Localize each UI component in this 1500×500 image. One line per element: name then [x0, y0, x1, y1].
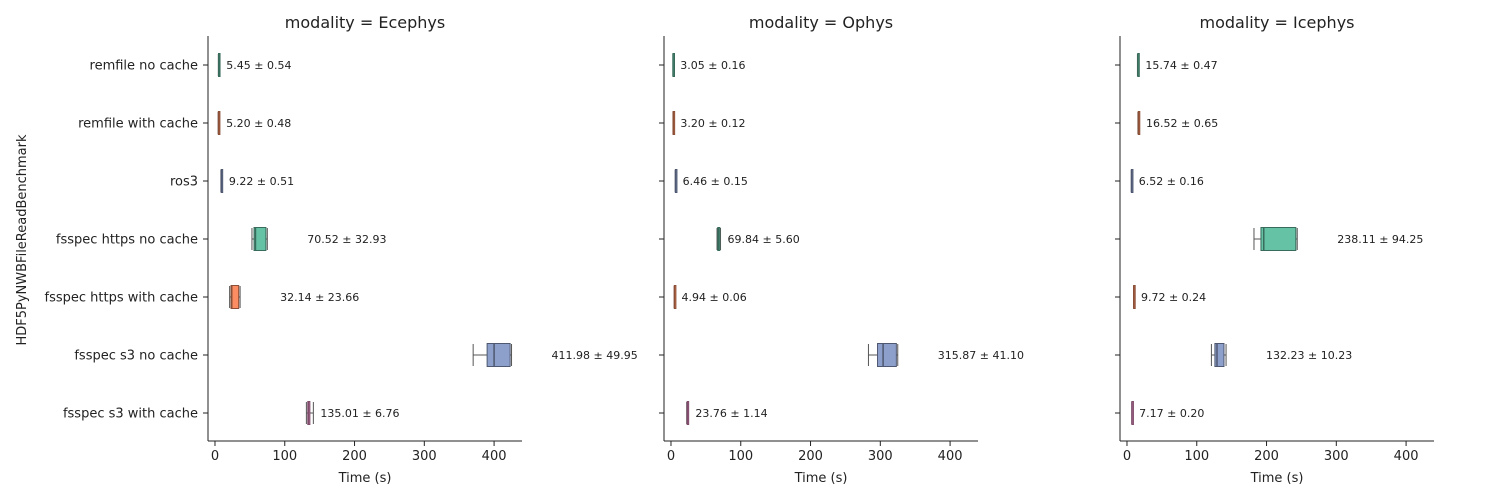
box-6: 315.87 ± 41.10 — [867, 343, 1024, 367]
box-7: 7.17 ± 0.20 — [1131, 401, 1204, 425]
y-axis-label: HDF5PyNWBFileReadBenchmark — [15, 134, 30, 345]
value-annotation: 70.52 ± 32.93 — [307, 233, 386, 246]
x-tick-label: 300 — [1324, 449, 1349, 464]
x-tick-label: 200 — [1254, 449, 1279, 464]
box-iqr — [877, 343, 897, 367]
box-6: 132.23 ± 10.23 — [1210, 343, 1352, 367]
box-6: 411.98 ± 49.95 — [472, 343, 638, 367]
box-iqr — [486, 343, 511, 367]
value-annotation: 32.14 ± 23.66 — [280, 291, 359, 304]
value-annotation: 5.20 ± 0.48 — [226, 117, 291, 130]
box-5: 9.72 ± 0.24 — [1132, 285, 1206, 309]
x-tick-label: 200 — [798, 449, 823, 464]
box-2: 3.20 ± 0.12 — [672, 111, 746, 135]
value-annotation: 315.87 ± 41.10 — [938, 349, 1024, 362]
value-annotation: 69.84 ± 5.60 — [728, 233, 800, 246]
y-category-label: remfile with cache — [78, 117, 198, 132]
x-axis-label: Time (s) — [794, 471, 848, 486]
value-annotation: 15.74 ± 0.47 — [1145, 59, 1217, 72]
y-category-label: remfile no cache — [90, 59, 198, 74]
x-tick-label: 100 — [728, 449, 753, 464]
box-4: 70.52 ± 32.93 — [251, 227, 387, 251]
x-tick-label: 300 — [412, 449, 437, 464]
value-annotation: 5.45 ± 0.54 — [226, 59, 291, 72]
y-category-label: ros3 — [170, 175, 198, 190]
value-annotation: 3.05 ± 0.16 — [680, 59, 745, 72]
value-annotation: 6.46 ± 0.15 — [683, 175, 748, 188]
box-iqr — [1260, 227, 1297, 251]
value-annotation: 6.52 ± 0.16 — [1139, 175, 1204, 188]
x-tick-label: 100 — [272, 449, 297, 464]
box-2: 5.20 ± 0.48 — [217, 111, 291, 135]
box-1: 3.05 ± 0.16 — [672, 53, 745, 77]
panel-title: modality = Icephys — [1199, 13, 1354, 32]
y-category-label: fsspec https no cache — [56, 233, 198, 248]
y-category-label: fsspec s3 with cache — [63, 407, 198, 422]
value-annotation: 132.23 ± 10.23 — [1266, 349, 1352, 362]
x-tick-label: 100 — [1184, 449, 1209, 464]
x-tick-label: 0 — [1123, 449, 1131, 464]
box-3: 9.22 ± 0.51 — [220, 169, 294, 193]
panel-title: modality = Ophys — [749, 13, 893, 32]
value-annotation: 238.11 ± 94.25 — [1337, 233, 1423, 246]
panel-title: modality = Ecephys — [285, 13, 445, 32]
value-annotation: 135.01 ± 6.76 — [320, 407, 399, 420]
box-iqr — [1214, 343, 1225, 367]
box-7: 23.76 ± 1.14 — [686, 401, 768, 425]
value-annotation: 9.22 ± 0.51 — [229, 175, 294, 188]
box-5: 4.94 ± 0.06 — [673, 285, 747, 309]
box-1: 5.45 ± 0.54 — [217, 53, 292, 77]
panel-1: modality = Ecephys 0 100 200 300 400 Time (s) r… — [45, 13, 638, 486]
x-tick-label: 400 — [1394, 449, 1419, 464]
value-annotation: 3.20 ± 0.12 — [680, 117, 745, 130]
x-tick-label: 400 — [938, 449, 963, 464]
x-tick-label: 300 — [868, 449, 893, 464]
x-axis-label: Time (s) — [338, 471, 392, 486]
box-3: 6.46 ± 0.15 — [674, 169, 748, 193]
box-3: 6.52 ± 0.16 — [1130, 169, 1204, 193]
value-annotation: 4.94 ± 0.06 — [682, 291, 747, 304]
x-tick-label: 0 — [211, 449, 219, 464]
panel-3: modality = Icephys 0 100 200 300 400 Time (s) 1… — [1115, 13, 1434, 486]
box-1: 15.74 ± 0.47 — [1136, 53, 1218, 77]
value-annotation: 23.76 ± 1.14 — [695, 407, 767, 420]
value-annotation: 411.98 ± 49.95 — [552, 349, 638, 362]
box-4: 69.84 ± 5.60 — [716, 227, 800, 251]
value-annotation: 16.52 ± 0.65 — [1146, 117, 1218, 130]
box-4: 238.11 ± 94.25 — [1253, 227, 1423, 251]
box-5: 32.14 ± 23.66 — [229, 285, 359, 309]
x-tick-label: 0 — [667, 449, 675, 464]
box-7: 135.01 ± 6.76 — [305, 401, 400, 425]
x-tick-label: 200 — [342, 449, 367, 464]
value-annotation: 9.72 ± 0.24 — [1141, 291, 1206, 304]
x-axis-label: Time (s) — [1250, 471, 1304, 486]
value-annotation: 7.17 ± 0.20 — [1139, 407, 1204, 420]
box-2: 16.52 ± 0.65 — [1137, 111, 1218, 135]
y-category-label: fsspec https with cache — [45, 291, 198, 306]
x-tick-label: 400 — [482, 449, 507, 464]
y-category-label: fsspec s3 no cache — [74, 349, 198, 364]
box-iqr — [253, 227, 267, 251]
chart-panels: modality = Ecephys 0 100 200 300 400 Time (s) r… — [45, 13, 1434, 486]
panel-2: modality = Ophys 0 100 200 300 400 Time (s) 3.0… — [659, 13, 1024, 486]
